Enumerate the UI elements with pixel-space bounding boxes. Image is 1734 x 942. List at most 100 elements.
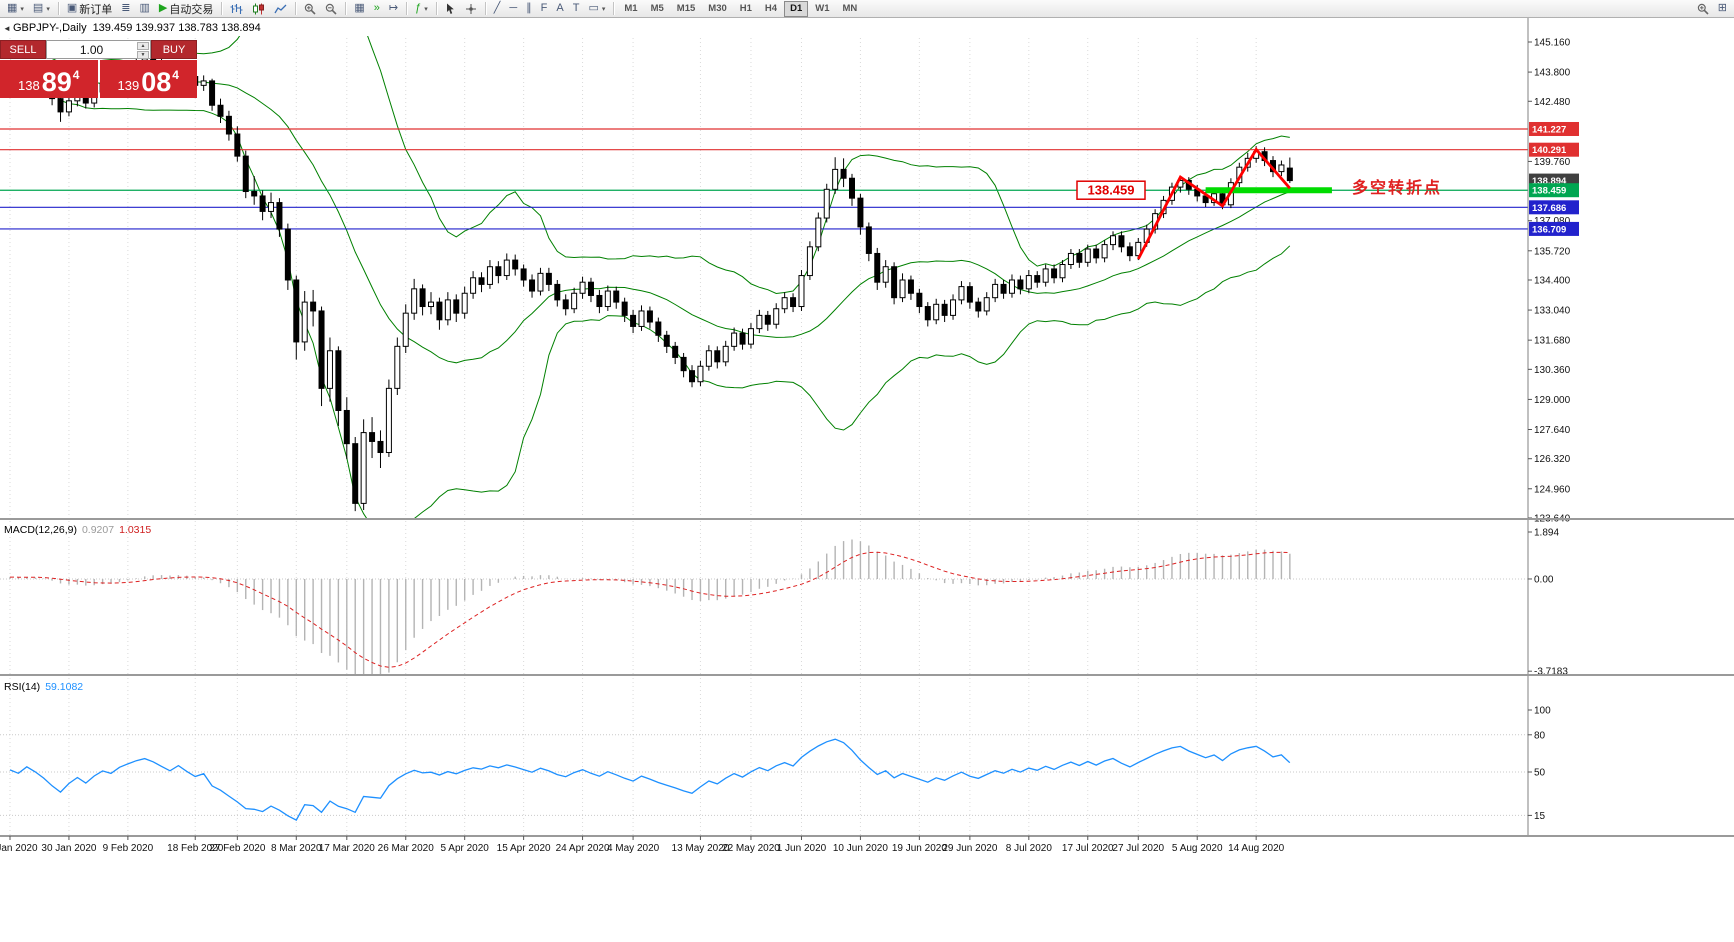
autotrading-button-label: 自动交易: [169, 3, 214, 16]
svg-text:131.680: 131.680: [1534, 336, 1571, 347]
toolbar-separator: [221, 2, 223, 15]
bar-chart-button[interactable]: [226, 1, 247, 17]
panel-collapse-icon[interactable]: ◄: [3, 24, 11, 33]
svg-text:50: 50: [1534, 768, 1546, 779]
svg-text:19 Jun 2020: 19 Jun 2020: [892, 843, 947, 854]
new-order-icon: ▣: [66, 2, 78, 14]
svg-text:13 May 2020: 13 May 2020: [672, 843, 730, 854]
shapes-button[interactable]: ▭ ▾: [584, 1, 609, 17]
toolbar-separator: [57, 2, 59, 15]
horizontal-line-button[interactable]: ─: [505, 1, 521, 17]
cursor-button[interactable]: [441, 1, 460, 17]
spin-up-icon[interactable]: ▲: [137, 42, 149, 50]
text-button[interactable]: A: [552, 1, 567, 17]
macd-signal-line: [9, 551, 1290, 668]
timeframe-h1[interactable]: H1: [734, 1, 758, 17]
new-chart-button[interactable]: ▦ ▾: [3, 1, 28, 17]
svg-text:1.894: 1.894: [1534, 528, 1559, 539]
scale-label-136.709: [1529, 221, 1579, 236]
timeframe-m1[interactable]: M1: [618, 1, 643, 17]
line-chart-button[interactable]: [270, 1, 291, 17]
fibonacci-icon: F: [540, 2, 548, 14]
sell-price-point: 4: [72, 68, 80, 82]
svg-text:27 Feb 2020: 27 Feb 2020: [209, 843, 266, 854]
dropdown-caret-icon: ▾: [20, 5, 24, 13]
volume-spin-buttons[interactable]: ▲ ▼: [137, 42, 149, 59]
toolbar-separator: [484, 2, 486, 15]
layout-button[interactable]: ⊞: [1714, 1, 1731, 17]
tile-windows-icon: ▦: [354, 2, 365, 14]
channel-button[interactable]: ∥: [522, 1, 536, 17]
svg-text:139.760: 139.760: [1534, 157, 1571, 168]
trendline-icon: ╱: [493, 2, 501, 14]
timeframe-d1[interactable]: D1: [784, 0, 809, 17]
svg-text:14 Aug 2020: 14 Aug 2020: [1228, 843, 1285, 854]
auto-scroll-button[interactable]: »: [370, 1, 384, 17]
sell-price-box[interactable]: 138 89 4: [0, 60, 98, 98]
main-toolbar: ▦ ▾ ▤ ▾ ▣ 新订单 ≣ ▥ ▶ 自动交易 ▦» ↦ ƒ ▾ ╱ ─ ∥ F A T ▭ ▾ M1 M5 M15 M30 H1…: [0, 0, 1734, 18]
timeframe-m30[interactable]: M30: [702, 1, 732, 17]
indicators-button[interactable]: ƒ ▾: [411, 1, 432, 17]
timeframe-h4[interactable]: H4: [759, 1, 783, 17]
svg-text:130.360: 130.360: [1534, 365, 1571, 376]
rsi-header: RSI(14) 59.1082: [4, 681, 83, 693]
price-chart-canvas[interactable]: 138.459 多空转折点 145.160 143.800 142.480 139.760…: [0, 18, 1734, 942]
fibonacci-button[interactable]: F: [537, 1, 552, 17]
dropdown-caret-icon: ▾: [46, 5, 50, 13]
sell-button[interactable]: SELL: [0, 40, 46, 59]
candlestick-button[interactable]: [248, 1, 269, 17]
svg-text:137.080: 137.080: [1534, 216, 1571, 227]
profiles-button[interactable]: ▤ ▾: [29, 1, 54, 17]
timeframe-mn[interactable]: MN: [836, 1, 863, 17]
chart-shift-button[interactable]: ↦: [385, 1, 402, 17]
bollinger-lower: [9, 85, 1291, 518]
svg-text:21 Jan 2020: 21 Jan 2020: [0, 843, 38, 854]
text-label-button[interactable]: T: [569, 1, 584, 17]
trendline-button[interactable]: ╱: [490, 1, 505, 17]
indicators-icon: ƒ: [415, 2, 422, 14]
timeframe-m5[interactable]: M5: [645, 1, 670, 17]
svg-text:138.459: 138.459: [1532, 186, 1566, 197]
new-order-button-label: 新订单: [79, 3, 113, 16]
toolbar-separator: [345, 2, 347, 15]
cursor-icon: [445, 3, 456, 15]
search-button[interactable]: [1693, 1, 1713, 17]
price-scale-background: [1528, 18, 1734, 942]
line-chart-icon: [274, 3, 287, 15]
svg-text:142.480: 142.480: [1534, 97, 1571, 108]
search-icon: [1697, 3, 1709, 15]
market-watch-button[interactable]: ≣: [117, 1, 134, 17]
autotrading-button[interactable]: ▶ 自动交易: [155, 1, 217, 17]
svg-text:145.160: 145.160: [1534, 38, 1571, 49]
chart-shift-icon: ↦: [388, 2, 399, 14]
svg-text:80: 80: [1534, 730, 1546, 741]
new-order-button[interactable]: ▣ 新订单: [63, 1, 116, 17]
toolbar-separator: [295, 2, 297, 15]
volume-stepper[interactable]: 1.00 ▲ ▼: [46, 40, 151, 59]
buy-price-box[interactable]: 139 08 4: [99, 60, 197, 98]
toolbar-separator: [613, 2, 615, 15]
tile-windows-button[interactable]: ▦: [350, 1, 368, 17]
sell-price-prefix: 138: [18, 78, 40, 94]
svg-text:127.640: 127.640: [1534, 425, 1571, 436]
svg-text:24 Apr 2020: 24 Apr 2020: [556, 843, 610, 854]
crosshair-button[interactable]: [461, 1, 481, 17]
annotation-text: 多空转折点: [1352, 178, 1442, 197]
timeframe-w1[interactable]: W1: [809, 1, 835, 17]
text-icon: A: [556, 2, 564, 14]
spin-down-icon[interactable]: ▼: [137, 51, 149, 59]
svg-text:100: 100: [1534, 706, 1551, 717]
data-window-button[interactable]: ▥: [135, 1, 153, 17]
macd-header: MACD(12,26,9) 0.9207 1.0315: [4, 524, 151, 536]
layout-icon: ⊞: [1717, 2, 1727, 14]
buy-button[interactable]: BUY: [151, 40, 197, 59]
svg-text:17 Mar 2020: 17 Mar 2020: [319, 843, 376, 854]
svg-text:137.686: 137.686: [1532, 203, 1566, 214]
bollinger-middle: [9, 73, 1290, 364]
timeframe-m15[interactable]: M15: [671, 1, 701, 17]
zoom-out-button[interactable]: [321, 1, 341, 17]
svg-text:15: 15: [1534, 811, 1546, 822]
zoom-in-button[interactable]: [300, 1, 320, 17]
scale-label-137.686: [1529, 200, 1579, 215]
svg-text:141.227: 141.227: [1532, 124, 1566, 135]
